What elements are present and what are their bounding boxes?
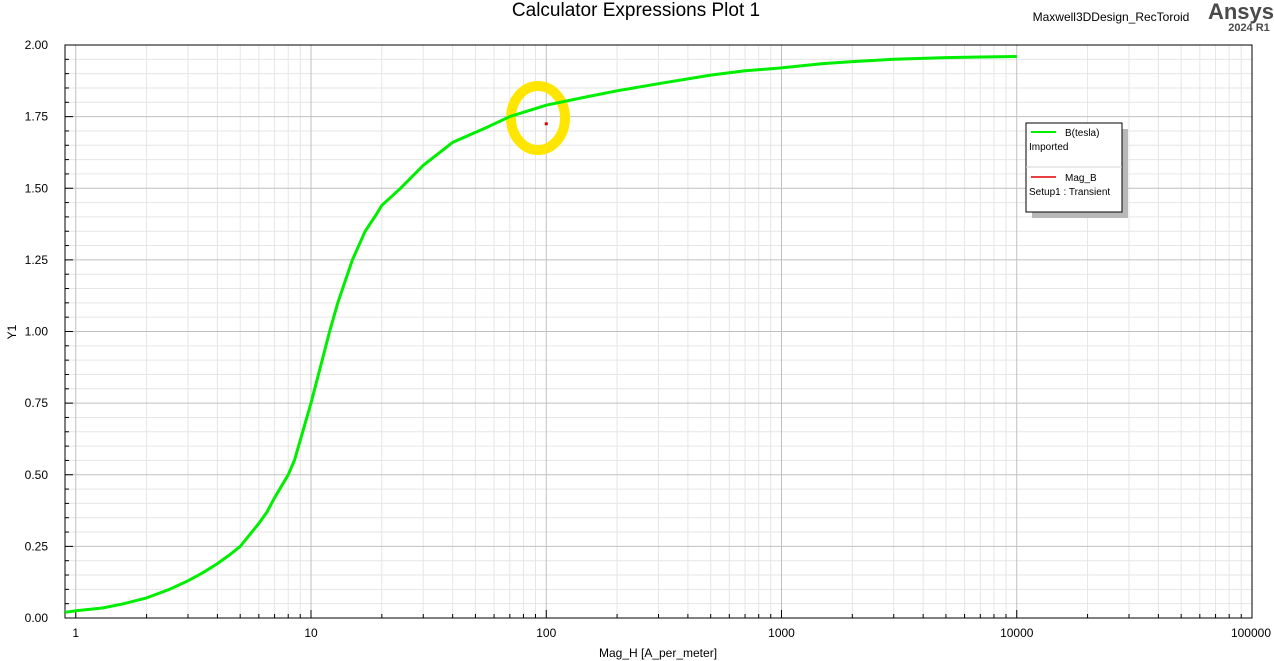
legend[interactable]: B(tesla) Imported Mag_B Setup1 : Transie… — [1025, 122, 1128, 218]
series-point-mag-b[interactable] — [544, 122, 548, 126]
x-tick-labels: 1 10 100 1000 10000 100000 — [72, 626, 1271, 640]
y-tick-label: 1.50 — [25, 181, 49, 195]
y-tick-label: 0.25 — [25, 539, 49, 553]
x-tick-label: 1000 — [768, 626, 795, 640]
y-tick-label: 2.00 — [25, 38, 49, 52]
brand-logo: Ansys — [1208, 0, 1274, 24]
legend-item-b-tesla-source: Imported — [1029, 142, 1068, 153]
x-tick-label: 100000 — [1231, 626, 1271, 640]
grid-major — [65, 44, 1253, 619]
design-name: Maxwell3DDesign_RecToroid — [1033, 10, 1190, 24]
y-tick-label: 1.00 — [25, 325, 49, 339]
series-line-b-tesla[interactable] — [64, 55, 1017, 614]
y-tick-labels: 0.00 0.25 0.50 0.75 1.00 1.25 1.50 1.75 2.00 — [25, 38, 49, 625]
x-axis-label: Mag_H [A_per_meter] — [599, 646, 717, 660]
x-tick-label: 10 — [304, 626, 318, 640]
highlight-marker — [506, 81, 570, 155]
version-label: 2024 R1 — [1228, 22, 1270, 34]
chart-title: Calculator Expressions Plot 1 — [512, 0, 760, 21]
y-tick-label: 0.00 — [25, 611, 49, 625]
legend-item-mag-b[interactable]: Mag_B — [1065, 173, 1097, 184]
y-tick-label: 0.75 — [25, 396, 49, 410]
x-tick-label: 1 — [72, 626, 79, 640]
legend-item-mag-b-source: Setup1 : Transient — [1029, 187, 1110, 198]
plot-frame — [64, 44, 1253, 619]
legend-item-b-tesla[interactable]: B(tesla) — [1065, 128, 1099, 139]
series-layer — [64, 55, 1017, 614]
y-axis-label: Y1 — [5, 324, 19, 339]
y-tick-label: 0.50 — [25, 468, 49, 482]
x-tick-label: 100 — [536, 626, 556, 640]
x-tick-label: 10000 — [1000, 626, 1034, 640]
y-tick-label: 1.75 — [25, 110, 49, 124]
axis-ticks — [65, 44, 1253, 619]
y-tick-label: 1.25 — [25, 253, 49, 267]
